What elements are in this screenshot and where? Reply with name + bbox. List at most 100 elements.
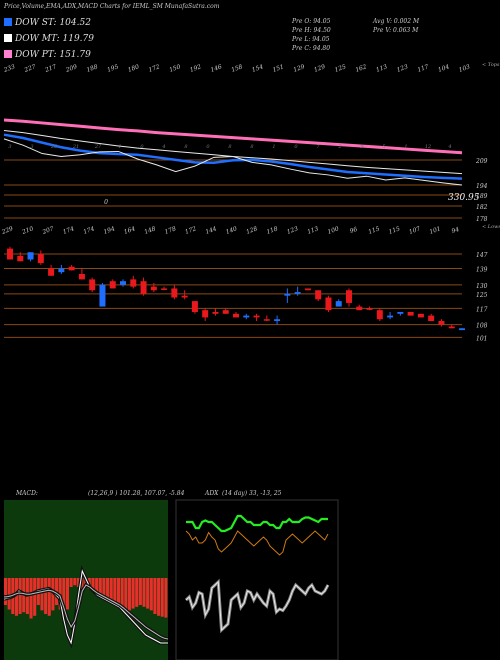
macd-histogram-bar [116,578,121,605]
upper-tick-label: 227 [23,63,37,74]
lows-tick-label: 118 [266,225,279,236]
upper-tick-label: 117 [417,63,430,74]
macd-histogram-bar [160,578,164,617]
macd-histogram-bar [164,578,168,618]
legend-swatch-white [4,34,12,42]
price-line [3,138,463,186]
macd-histogram-bar [18,578,22,614]
candle-body [407,311,414,316]
price-level-label: 189 [476,193,488,200]
lower-tick-label: 27 [94,144,102,150]
candle-body [294,292,301,294]
adx-label: ADX [205,490,219,497]
macd-histogram-bar [127,578,131,611]
macd-params: (12,26,9 ) 101.28, 107.07, -5.84 [88,490,185,497]
upper-tick-label: 123 [396,63,409,74]
candle-body [387,315,394,318]
candle-body [253,315,260,318]
macd-histogram-bar [153,578,157,614]
macd-histogram-bar [65,578,69,610]
macd-histogram-bar [131,578,135,609]
legend-swatch-pink [4,50,12,58]
macd-histogram-bar [47,578,51,616]
candle-body [428,315,435,322]
price-level-label: 147 [476,252,488,259]
upper-tick-label: 146 [210,63,223,74]
macd-histogram-bar [102,578,106,598]
candle-body [335,301,342,307]
macd-histogram-bar [29,578,33,619]
lows-tick-label: 140 [225,225,238,236]
lower-tick-label: 7 [316,144,320,150]
lower-tick-label: 8 [184,144,187,150]
macd-histogram-bar [51,578,55,611]
macd-histogram-bar [95,578,99,593]
macd-histogram-bar [109,578,113,602]
upper-tick-label: 172 [148,63,161,74]
candle-body [58,268,65,273]
candle-body [161,288,168,290]
chart-title: Price,Volume,EMA,ADX,MACD Charts for IEM… [4,3,220,10]
upper-tag-label: < Tops [482,62,500,68]
lows-tick-label: 107 [408,225,421,236]
price-level-label: 130 [476,283,488,290]
candle-body [78,273,85,280]
upper-tick-label: 217 [43,63,57,74]
upper-tick-label: 150 [168,63,181,74]
adx-minus-di-line [185,530,329,556]
upper-tick-label: 162 [354,63,367,74]
macd-histogram-bar [84,578,88,587]
price-level-label: 117 [476,306,488,313]
upper-tick-label: 158 [230,63,243,74]
lows-tag-label: < Lows [482,224,500,230]
candle-body [325,297,332,311]
lower-tick-label: 3 [8,144,11,150]
upper-tick-label: 151 [272,63,285,73]
candle-body [356,306,363,311]
macd-label: MACD: [16,490,38,497]
macd-histogram-bar [14,578,18,616]
price-level-label: 101 [476,335,487,342]
pre-low: Pre L: 94.05 [292,36,330,43]
macd-histogram-bar [124,578,128,609]
candle-body [459,328,465,331]
prev-volume: Pre V: 0.063 M [373,27,419,34]
legend-dow-mt: DOW MT: 119.79 [4,34,94,44]
candle-body [304,288,311,291]
lows-tick-label: 164 [123,225,136,236]
candle-body [120,281,126,285]
upper-tick-label: 209 [64,63,78,74]
macd-histogram-bar [138,578,142,605]
adx-plus-di-line [186,514,328,533]
lows-tick-label: 178 [164,225,177,236]
pre-high: Pre H: 94.50 [292,27,331,34]
candle-body [346,290,352,303]
lower-tick-label: 21 [72,144,79,150]
upper-tick-label: 129 [292,63,305,74]
candle-body [233,313,239,318]
avg-volume: Avg V: 0.002 M [373,18,420,25]
candle-body [448,326,455,329]
macd-histogram-bar [98,578,102,596]
macd-histogram-bar [7,578,11,610]
macd-histogram-bar [135,578,139,607]
lower-tick-label: 0 [140,144,144,150]
lows-tick-label: 174 [82,225,95,236]
pre-close: Pre C: 94.80 [292,45,331,52]
upper-tick-label: 195 [106,63,119,74]
lows-tick-label: 94 [451,226,461,235]
ema-pt-line [3,118,463,155]
lows-tick-label: 229 [0,225,14,236]
candle-body [7,248,13,260]
lows-tick-label: 194 [103,225,116,236]
candle-body [150,286,157,291]
macd-histogram-bar [33,578,37,616]
candle-body [130,279,137,287]
upper-tick-label: 192 [189,63,202,74]
lows-tick-label: 148 [143,225,156,236]
lower-tick-label: 9 [360,144,364,150]
ema-st-line [3,133,463,180]
lows-tick-label: 128 [245,225,258,236]
macd-histogram-bar [62,578,66,614]
lows-tick-label: 115 [367,225,380,236]
